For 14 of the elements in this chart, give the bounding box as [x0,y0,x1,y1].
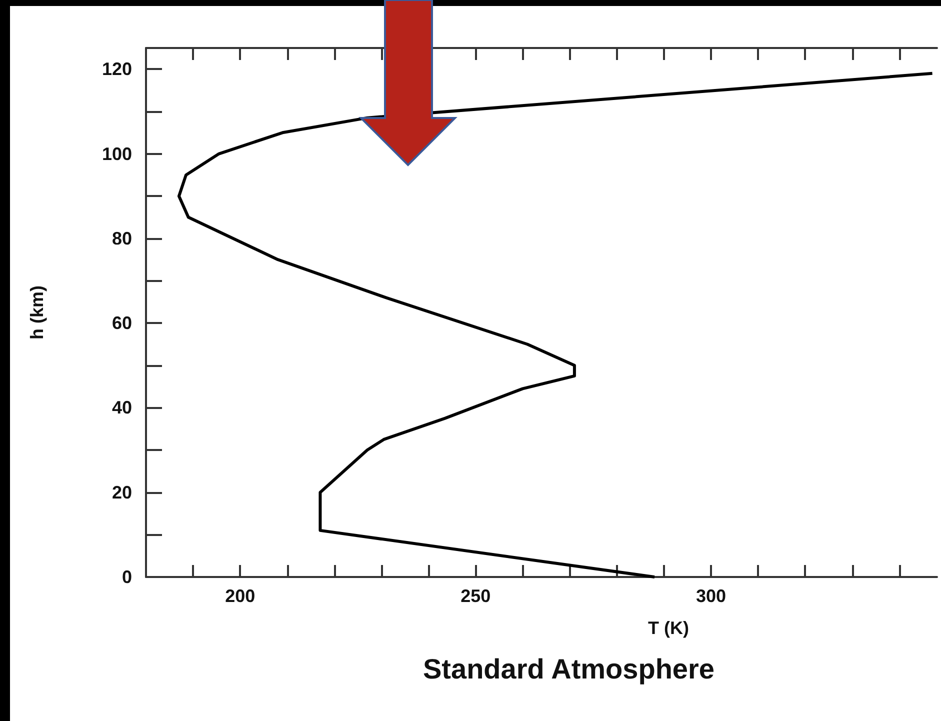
text: Standard Atmosphere [423,654,714,684]
y-tick-label: 20 [112,482,132,502]
y-tick-label: 120 [102,59,132,80]
x-tick-label: 200 [225,586,256,606]
x-tick-label: 250 [460,586,491,606]
y-tick-label: 60 [112,313,132,334]
y-tick-label: 100 [102,144,132,164]
y-axis-title: h (km) [27,285,47,340]
line-series [177,72,934,578]
y-tick-label: 0 [122,567,132,587]
y-tick-label: 40 [112,398,132,418]
x-tick-label: 300 [696,586,726,606]
y-tick-label: 80 [112,228,132,248]
x-axis-title: T (K) [648,618,689,638]
